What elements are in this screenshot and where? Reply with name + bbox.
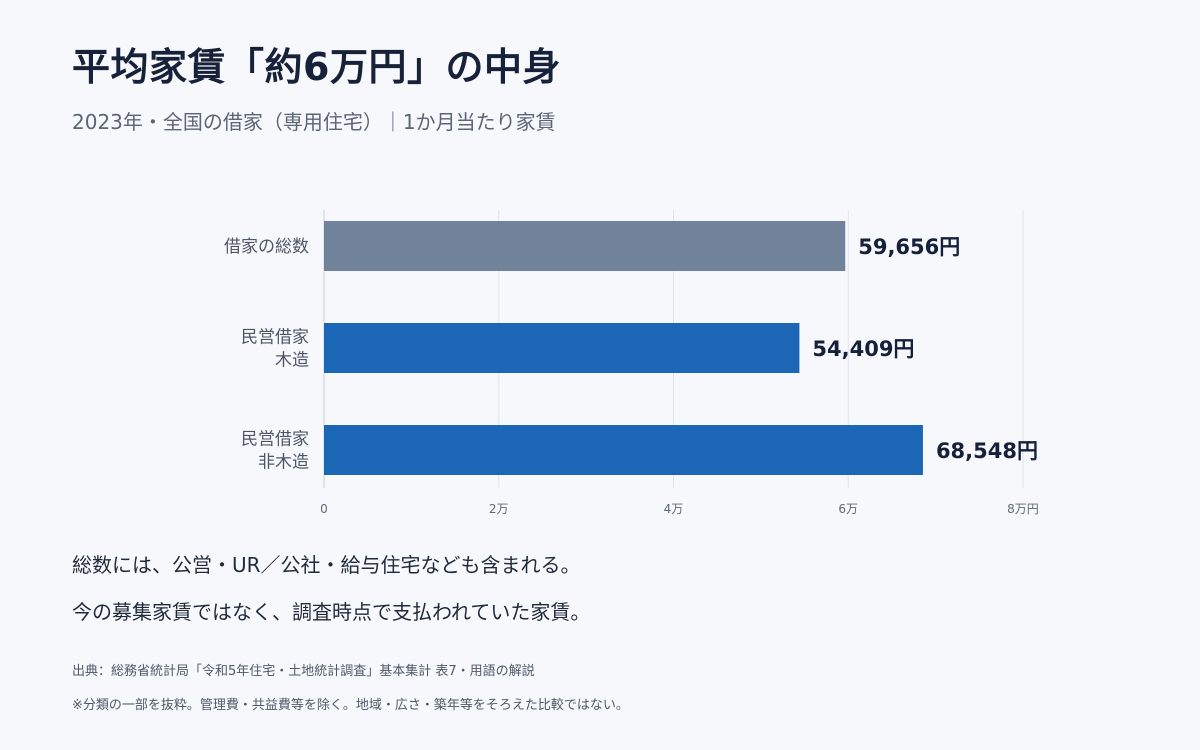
chart-subtitle: 2023年・全国の借家（専用住宅）｜1か月当たり家賃 xyxy=(72,110,556,134)
x-tick-label: 4万 xyxy=(664,502,684,516)
x-tick-label: 8万円 xyxy=(1007,502,1039,516)
x-tick-label: 0 xyxy=(320,502,328,516)
bar xyxy=(324,425,923,475)
category-label: 非木造 xyxy=(258,453,309,473)
value-label: 54,409円 xyxy=(812,337,914,361)
bar xyxy=(324,221,846,271)
category-label: 借家の総数 xyxy=(224,237,309,257)
source-citation: 出典：総務省統計局「令和5年住宅・土地統計調査」基本集計 表7・用語の解説 xyxy=(72,664,535,679)
chart-title: 平均家賃「約6万円」の中身 xyxy=(72,45,561,89)
category-label: 木造 xyxy=(275,351,309,371)
note-survey-time: 今の募集家賃ではなく、調査時点で支払われていた家賃。 xyxy=(72,600,591,624)
value-label: 68,548円 xyxy=(936,439,1038,463)
value-label: 59,656円 xyxy=(858,235,960,259)
x-tick-label: 6万 xyxy=(838,502,858,516)
note-total-includes: 総数には、公営・UR／公社・給与住宅なども含まれる。 xyxy=(72,553,581,577)
category-label: 民営借家 xyxy=(241,328,309,348)
x-tick-label: 2万 xyxy=(489,502,509,516)
category-label: 民営借家 xyxy=(241,430,309,450)
disclaimer-note: ※分類の一部を抜粋。管理費・共益費等を除く。地域・広さ・築年等をそろえた比較では… xyxy=(72,698,629,713)
bar xyxy=(324,323,800,373)
